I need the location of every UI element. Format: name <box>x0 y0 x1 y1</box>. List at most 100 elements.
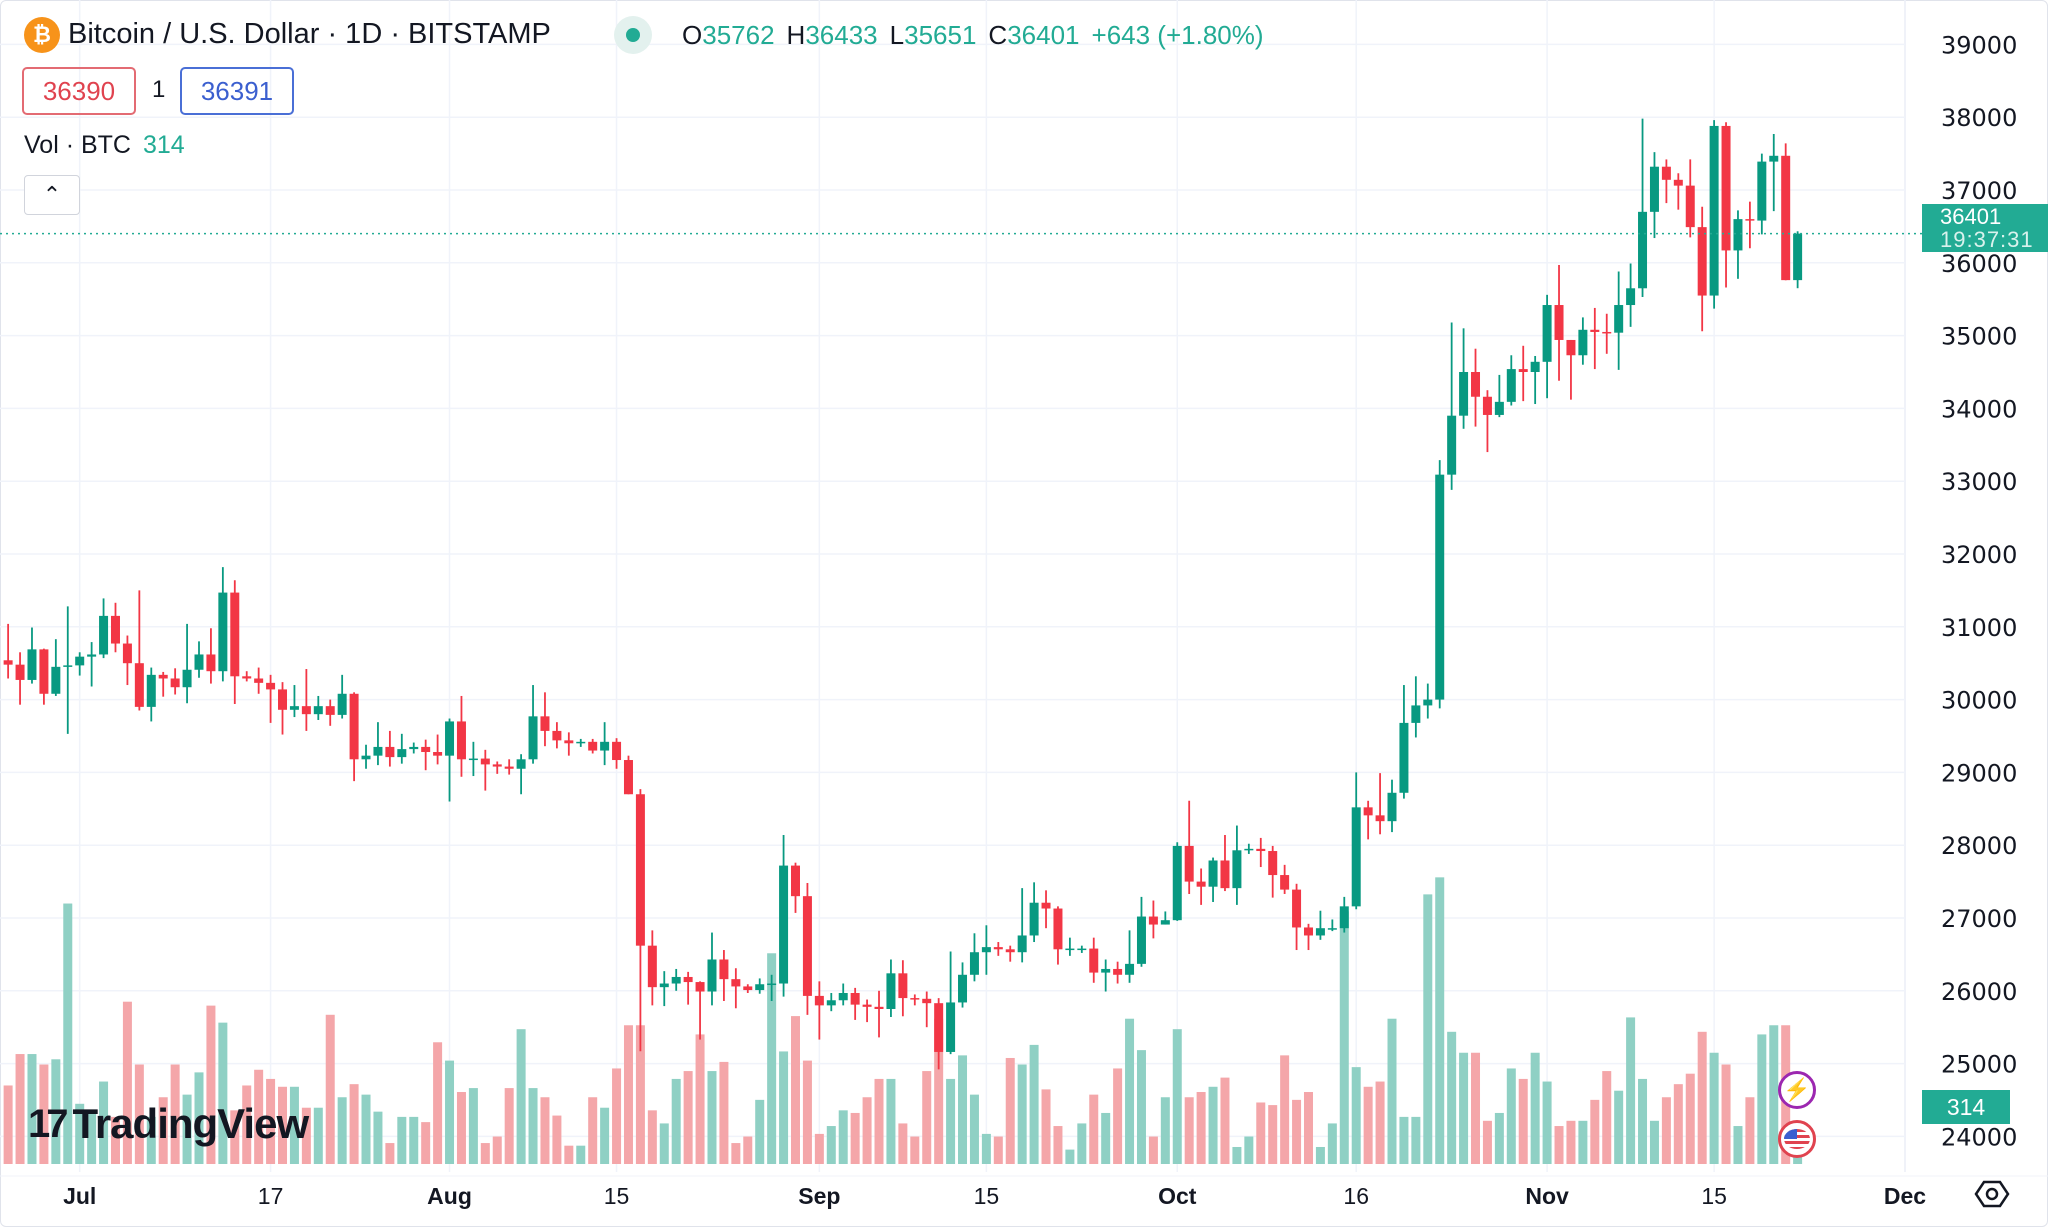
candle-body <box>1447 415 1457 475</box>
volume-bar <box>266 1078 276 1164</box>
volume-bar <box>719 1061 729 1164</box>
volume-bar <box>87 1111 97 1164</box>
us-flag-event-icon[interactable] <box>1778 1120 1816 1158</box>
candle-body <box>51 666 61 694</box>
price-tick-label: 31000 <box>1941 614 2017 642</box>
volume-bar <box>1459 1052 1469 1164</box>
candle-body <box>1411 705 1421 723</box>
open-value: 35762 <box>702 20 775 50</box>
price-tick-label: 29000 <box>1941 759 2017 787</box>
volume-bar <box>409 1116 419 1164</box>
price-axis[interactable]: 39000 38000 37000 36000 35000 34000 33000 32000… <box>1941 31 2017 1151</box>
candle-body <box>1160 920 1170 925</box>
candle-body <box>1280 875 1290 890</box>
candle-body <box>576 741 586 744</box>
time-axis[interactable]: Jul 17 Aug 15 Sep 15 Oct 16 Nov 15 Dec <box>63 1183 1926 1209</box>
candle-body <box>361 755 371 760</box>
volume-bar <box>1530 1052 1540 1164</box>
candle-body <box>826 1000 836 1006</box>
candle-body <box>922 998 932 1004</box>
volume-bar <box>1041 1089 1051 1164</box>
volume-bar <box>313 1107 323 1164</box>
candle-body <box>814 995 824 1006</box>
buy-button[interactable]: 36391 <box>180 67 294 115</box>
market-status-icon[interactable] <box>614 16 652 54</box>
candle-body <box>110 615 120 644</box>
volume-bar <box>552 1115 562 1164</box>
volume-bar <box>743 1136 753 1164</box>
volume-bars <box>3 877 1803 1164</box>
candle-body <box>1781 155 1791 281</box>
volume-bar <box>802 1060 812 1164</box>
volume-bar <box>707 1071 717 1164</box>
lightning-event-icon[interactable]: ⚡ <box>1778 1071 1816 1109</box>
volume-legend-label: Vol · BTC <box>24 131 131 159</box>
volume-bar <box>1065 1149 1075 1164</box>
volume-bar <box>588 1097 598 1164</box>
candle-body <box>1351 807 1361 907</box>
volume-bar <box>1697 1031 1707 1164</box>
candle-body <box>969 952 979 975</box>
volume-bar <box>1721 1064 1731 1164</box>
volume-bar <box>468 1088 478 1164</box>
collapse-legend-button[interactable]: ⌃ <box>24 175 80 215</box>
volume-bar <box>934 1018 944 1164</box>
candle-body <box>1184 845 1194 882</box>
candle-body <box>409 746 419 750</box>
candle-body <box>313 706 323 715</box>
candle-body <box>1339 906 1349 929</box>
volume-bar <box>516 1029 526 1164</box>
candle-body <box>791 865 800 897</box>
volume-bar <box>540 1097 550 1164</box>
candle-body <box>218 592 228 672</box>
sell-button[interactable]: 36390 <box>22 67 136 115</box>
candle-body <box>1005 949 1015 953</box>
candle-body <box>242 676 252 679</box>
candle-body <box>958 974 968 1003</box>
time-tick-label: 15 <box>974 1183 1000 1209</box>
candle-body <box>301 706 311 715</box>
volume-bar <box>1399 1116 1409 1164</box>
candle-body <box>1793 233 1803 281</box>
grid <box>0 0 2048 1177</box>
candle-body <box>1172 845 1182 921</box>
settings-icon[interactable] <box>1972 1178 2012 1210</box>
volume-bar <box>385 1143 395 1164</box>
candle-body <box>1709 125 1719 296</box>
volume-bar <box>122 1001 132 1164</box>
volume-bar <box>1160 1097 1170 1164</box>
candle-body <box>492 764 502 767</box>
volume-bar <box>134 1064 144 1164</box>
volume-bar <box>1363 1086 1373 1164</box>
volume-bar <box>576 1145 586 1164</box>
candle-body <box>421 746 431 753</box>
volume-bar <box>3 1085 13 1164</box>
candle-body <box>266 682 276 690</box>
candle-body <box>337 693 347 715</box>
candle-body <box>170 678 180 688</box>
symbol-title[interactable]: Bitcoin / U.S. Dollar · 1D · BITSTAMP <box>68 18 551 50</box>
open-label: O <box>682 20 703 50</box>
candle-body <box>1494 401 1504 415</box>
volume-bar <box>981 1133 991 1164</box>
candle-body <box>731 979 741 987</box>
candle-body <box>1196 881 1206 887</box>
volume-bar <box>1709 1052 1719 1164</box>
tradingview-logo[interactable]: 17 TradingView <box>28 1100 309 1148</box>
candle-body <box>122 643 132 664</box>
volume-bar <box>1494 1112 1504 1164</box>
volume-bar <box>1351 1067 1361 1164</box>
candle-body <box>146 674 156 707</box>
bar-countdown: 19:37:31 <box>1940 227 2034 252</box>
candle-body <box>373 746 383 756</box>
ohlc-legend: O35762 H36433 L35651 C36401 +643 (+1.80%… <box>682 20 1264 51</box>
quantity[interactable]: 1 <box>152 76 166 103</box>
candle-body <box>1423 699 1433 706</box>
candle-body <box>1256 848 1266 852</box>
candle-body <box>838 992 848 1001</box>
volume-legend[interactable]: Vol · BTC 314 <box>24 131 185 160</box>
candle-body <box>1065 948 1075 951</box>
candle-body <box>158 674 168 679</box>
candle-body <box>1315 928 1325 936</box>
